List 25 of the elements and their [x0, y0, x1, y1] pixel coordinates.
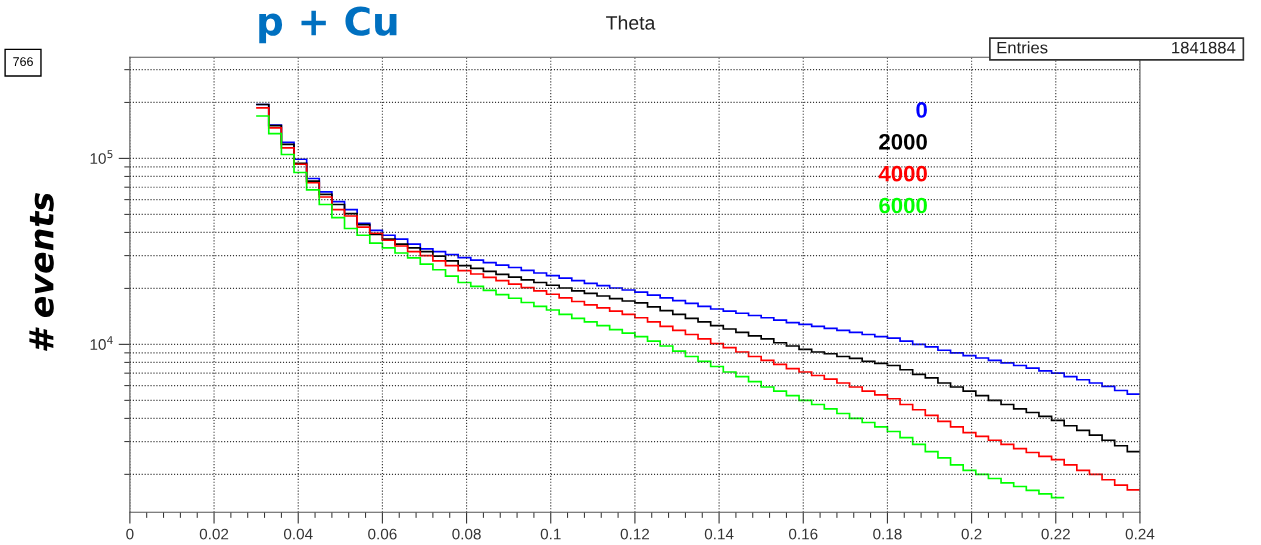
x-tick-label: 0.02: [199, 528, 229, 540]
text: 6000: [879, 197, 927, 214]
text: Entries: [997, 41, 1048, 54]
y-tick-label: 10$^{4}$: [90, 336, 113, 350]
x-tick-label: 0.14: [704, 528, 734, 540]
x-tick-label: 0.16: [788, 528, 818, 540]
text: 2000: [879, 133, 927, 150]
x-tick-label: 0.12: [620, 528, 650, 540]
x-tick-label: 0.1: [540, 528, 561, 540]
x-tick-label: 0.04: [283, 528, 313, 540]
x-tick-label: 0.08: [452, 528, 481, 540]
chart-title: Theta: [606, 15, 656, 30]
x-tick-label: 0.2: [961, 528, 982, 540]
text: 1841884: [1172, 41, 1236, 54]
x-tick-label: 0.06: [368, 528, 397, 540]
y-axis-title: # events: [29, 193, 54, 351]
x-tick-label: 0.22: [1041, 528, 1070, 540]
x-tick-label: 0: [126, 528, 134, 540]
text: 766: [13, 57, 33, 67]
text: p + Cu: [259, 6, 397, 44]
y-tick-label: 10$^{5}$: [90, 150, 113, 164]
text: 4000: [878, 165, 927, 182]
x-tick-label: 0.18: [873, 528, 902, 540]
text: 0: [916, 102, 927, 118]
x-tick-label: 0.24: [1125, 528, 1155, 540]
